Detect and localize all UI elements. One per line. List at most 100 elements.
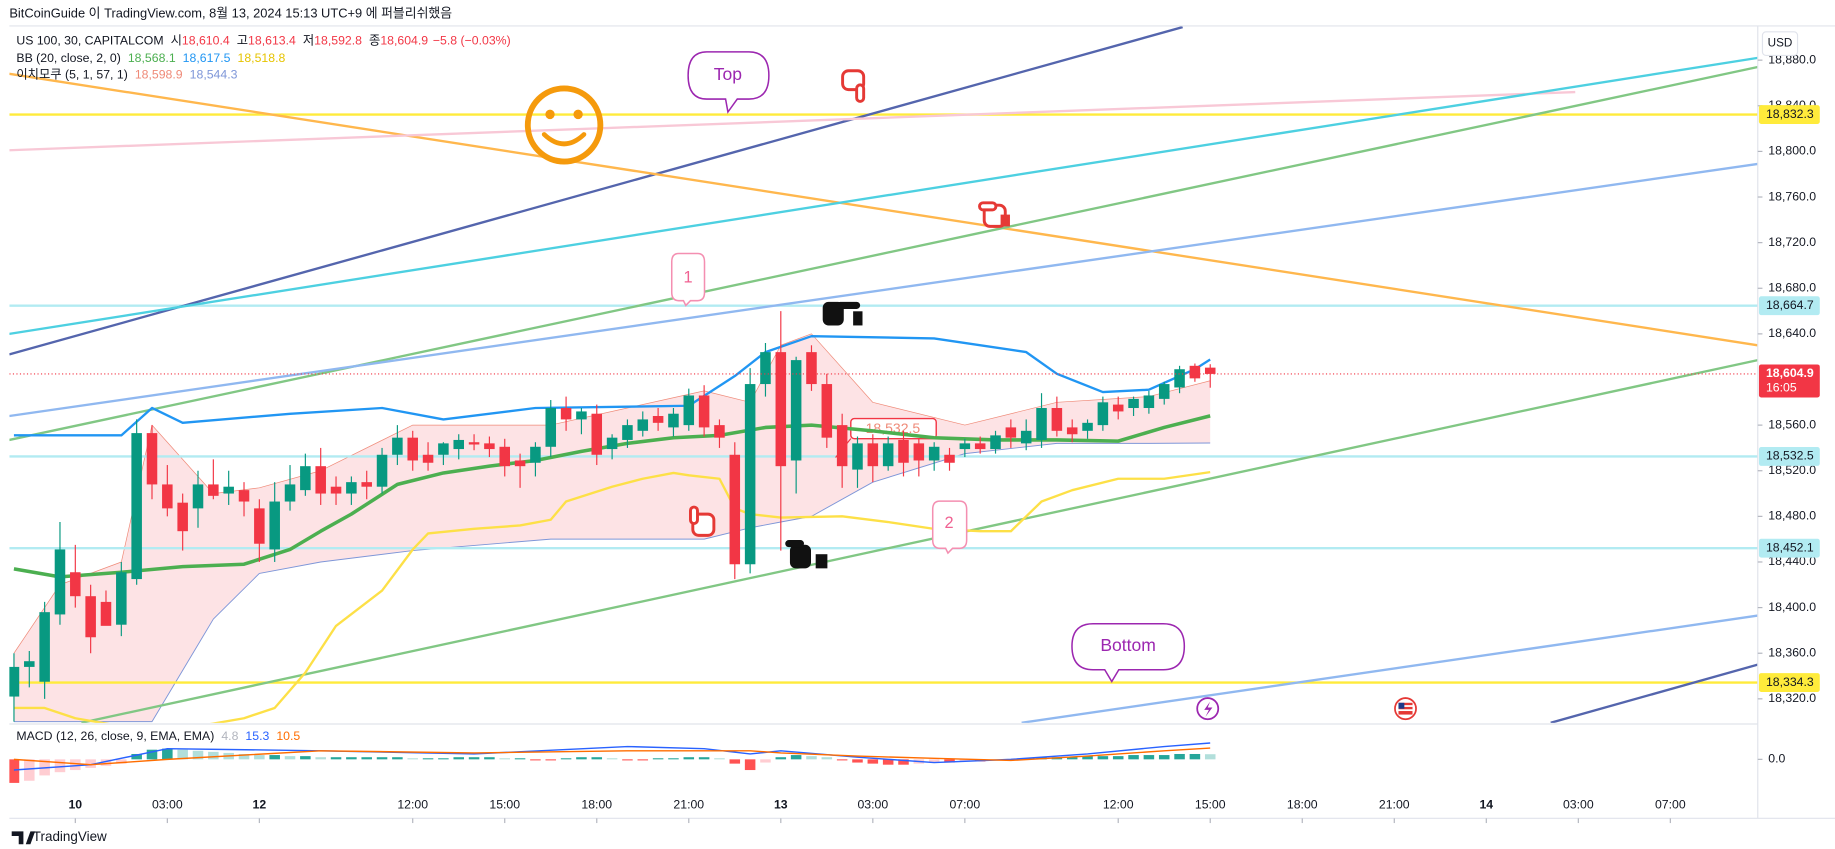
macd-histogram-bar xyxy=(1158,755,1170,760)
macd-histogram-bar xyxy=(24,759,35,781)
legend-indicator-value: 18,598.9 xyxy=(135,68,183,82)
trend-line xyxy=(9,56,1758,336)
price-label-annotation: 18,532.5 xyxy=(835,417,937,458)
macd-histogram-bar xyxy=(468,757,480,760)
macd-histogram-bar xyxy=(714,758,725,760)
candle-body xyxy=(514,460,526,467)
macd-histogram-bar xyxy=(177,749,188,760)
indicator-line xyxy=(13,470,1211,723)
x-tick-label: 07:00 xyxy=(1655,798,1686,812)
hand-finger xyxy=(836,301,861,309)
macd-histogram-bar xyxy=(806,756,817,760)
x-tick-label: 07:00 xyxy=(949,798,980,812)
macd-histogram-bar xyxy=(162,748,173,760)
x-tick-label: 12 xyxy=(253,798,267,812)
x-tick-label: 14 xyxy=(1479,798,1493,812)
level-tag-label: 18,832.3 xyxy=(1766,107,1814,121)
y-tick-label: 18,360.0 xyxy=(1768,645,1816,659)
trend-line xyxy=(9,65,1758,442)
hand-cuff xyxy=(1000,214,1010,227)
legend-row: BB (20, close, 2, 0) 18,568.1 18,617.5 18,5… xyxy=(16,51,285,65)
candle-body xyxy=(867,443,879,467)
candle-body xyxy=(376,454,388,487)
trend-line xyxy=(9,25,1183,356)
candle-body xyxy=(806,352,817,385)
x-tick-label: 13 xyxy=(774,798,788,812)
macd-line xyxy=(13,747,1211,766)
macd-histogram-bar xyxy=(208,751,219,760)
macd-histogram-bar xyxy=(54,759,66,773)
level-tag-label: 18,664.7 xyxy=(1766,298,1814,312)
event-icon xyxy=(1394,697,1417,721)
legend-indicator-value: 18,544.3 xyxy=(190,68,238,82)
candle-body xyxy=(116,572,127,625)
macd-histogram-bar xyxy=(944,759,955,763)
macd-histogram-bar xyxy=(606,758,618,760)
level-tag-label: 18,532.5 xyxy=(1766,449,1814,463)
macd-histogram-bar xyxy=(729,759,741,764)
legend-ohlc-value: 18,592.8 xyxy=(314,33,362,47)
candle-body xyxy=(928,446,940,461)
candle-body xyxy=(438,443,449,455)
flag-stripe xyxy=(1398,705,1413,707)
macd-histogram-bar xyxy=(760,759,771,763)
macd-layer xyxy=(9,742,1216,783)
candle-body xyxy=(422,454,434,463)
candle-body xyxy=(560,408,572,420)
hand-icon xyxy=(841,69,866,103)
candle-body xyxy=(1143,395,1155,409)
legend-indicator-name: BB (20, close, 2, 0) xyxy=(16,51,120,65)
candle-body xyxy=(760,352,771,385)
x-tick-label: 15:00 xyxy=(1195,798,1226,812)
last-price-label: 18,604.9 xyxy=(1766,366,1814,380)
marker-text: 2 xyxy=(945,514,954,532)
macd-histogram-bar xyxy=(1204,754,1216,760)
trend-line xyxy=(81,358,1758,723)
level-tag xyxy=(1758,538,1820,558)
smiley-eye xyxy=(545,109,555,120)
legend-row: MACD (12, 26, close, 9, EMA, EMA) 4.8 15.3… xyxy=(16,729,300,743)
legend-macd-value: 10.5 xyxy=(276,729,300,743)
macd-histogram-bar xyxy=(959,759,971,762)
macd-histogram-bar xyxy=(453,757,464,760)
y-tick-label: 18,720.0 xyxy=(1768,235,1816,249)
candle-body xyxy=(100,601,112,626)
macd-histogram-bar xyxy=(1143,755,1155,760)
y-tick-label: 18,760.0 xyxy=(1768,189,1816,203)
macd-histogram-bar xyxy=(928,759,940,763)
trendline-layer xyxy=(9,25,1758,723)
currency-box xyxy=(1761,31,1799,57)
candle-body xyxy=(453,439,464,450)
candle-body xyxy=(208,484,219,496)
macd-histogram-bar xyxy=(131,753,142,760)
marker-two: 2 xyxy=(931,500,968,555)
candle-body xyxy=(545,408,557,447)
macd-histogram-bar xyxy=(499,758,511,760)
macd-histogram-bar xyxy=(637,759,649,761)
bubble-shape xyxy=(687,51,770,114)
trend-line xyxy=(9,72,1758,347)
candle-body xyxy=(238,490,250,502)
candle-body xyxy=(698,395,710,428)
macd-histogram-bar xyxy=(775,757,787,760)
candle-body xyxy=(668,413,679,428)
legend-ohlc-prefix: 시 xyxy=(171,33,182,47)
macd-histogram-bar xyxy=(668,758,679,760)
hand-icon xyxy=(785,540,828,569)
macd-histogram-bar xyxy=(591,757,603,760)
macd-histogram-bar xyxy=(560,758,572,760)
bottom-bubble: Bottom xyxy=(1071,623,1186,684)
macd-histogram-bar xyxy=(238,753,250,760)
macd-histogram-bar xyxy=(652,758,664,760)
macd-histogram-bar xyxy=(852,759,863,763)
flag-stripes xyxy=(1398,702,1413,715)
macd-line xyxy=(13,742,1211,771)
candle-body xyxy=(775,352,787,467)
candle-body xyxy=(637,419,649,431)
cloud-line xyxy=(13,333,1211,654)
candle-body xyxy=(407,437,418,461)
macd-histogram-bar xyxy=(422,758,434,760)
level-tag xyxy=(1758,673,1820,692)
y-tick-label: 18,800.0 xyxy=(1768,144,1816,158)
